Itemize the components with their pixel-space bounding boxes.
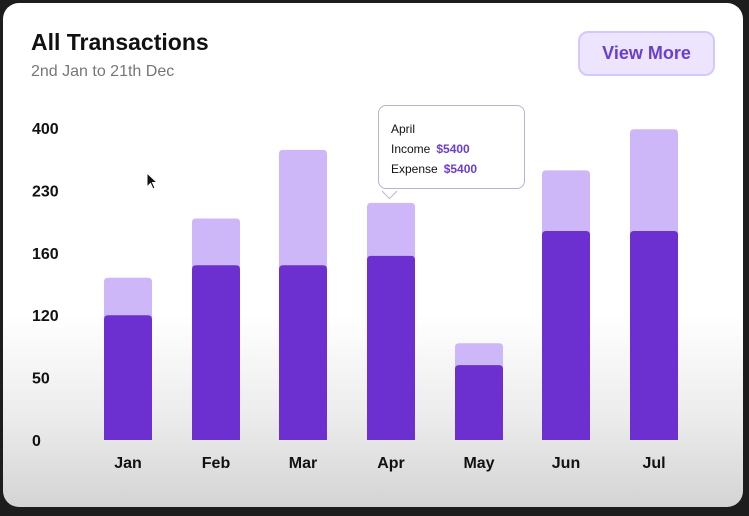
x-tick-label: May (463, 455, 494, 472)
tooltip-income-row: Income $5400 (391, 139, 524, 159)
x-tick-label: Feb (202, 455, 231, 472)
date-range-subtitle: 2nd Jan to 21th Dec (31, 63, 175, 80)
tooltip-income-label: Income (391, 142, 431, 156)
y-tick-label: 0 (32, 433, 41, 450)
tooltip-income-value: $5400 (436, 142, 470, 156)
income-bar-jun[interactable] (542, 230, 590, 440)
income-bar-may[interactable] (455, 365, 503, 440)
income-bar-feb[interactable] (192, 265, 240, 440)
view-more-button[interactable]: View More (578, 31, 715, 76)
y-tick-label: 400 (32, 121, 59, 138)
tooltip-month: April (391, 122, 416, 136)
tooltip-expense-label: Expense (391, 162, 438, 176)
x-tick-label: Jan (114, 455, 142, 472)
income-bar-mar[interactable] (279, 265, 327, 440)
y-tick-label: 120 (32, 308, 59, 325)
income-bar-jul[interactable] (630, 230, 678, 440)
x-tick-label: Jun (552, 455, 580, 472)
income-bar-apr[interactable] (367, 255, 415, 440)
y-tick-label: 50 (32, 371, 50, 388)
tooltip-expense-row: Expense $5400 (391, 159, 524, 179)
card-title: All Transactions (31, 29, 209, 55)
chart-tooltip: April Income $5400 Expense $5400 (378, 105, 525, 189)
x-tick-label: Jul (642, 455, 665, 472)
mouse-pointer-icon (146, 172, 159, 190)
y-tick-label: 230 (32, 183, 59, 200)
x-tick-label: Apr (377, 455, 405, 472)
y-tick-label: 160 (32, 246, 59, 263)
x-tick-label: Mar (289, 455, 317, 472)
tooltip-expense-value: $5400 (443, 162, 478, 176)
income-bar-jan[interactable] (104, 315, 152, 440)
